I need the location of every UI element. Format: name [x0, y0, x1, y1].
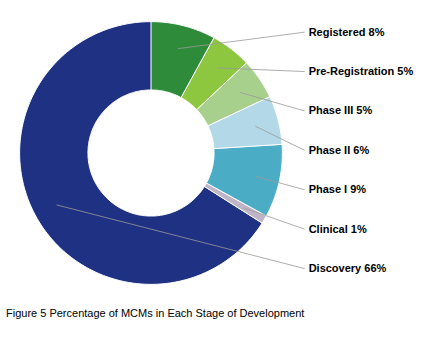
html-text:Figure 5 Percentage of MCMs in: Figure 5 Percentage of MCMs in Each Stag…	[6, 307, 305, 319]
svg-text:Phase I 9%: Phase I 9%	[309, 183, 367, 195]
svg-text:Discovery 66%: Discovery 66%	[309, 262, 387, 274]
svg-text:Phase II 6%: Phase II 6%	[309, 144, 370, 156]
svg-text:Clinical 1%: Clinical 1%	[309, 223, 367, 235]
svg-text:Pre-Registration 5%: Pre-Registration 5%	[309, 65, 414, 77]
svg-text:Phase III 5%: Phase III 5%	[309, 104, 373, 116]
svg-text:Registered 8%: Registered 8%	[309, 26, 385, 38]
